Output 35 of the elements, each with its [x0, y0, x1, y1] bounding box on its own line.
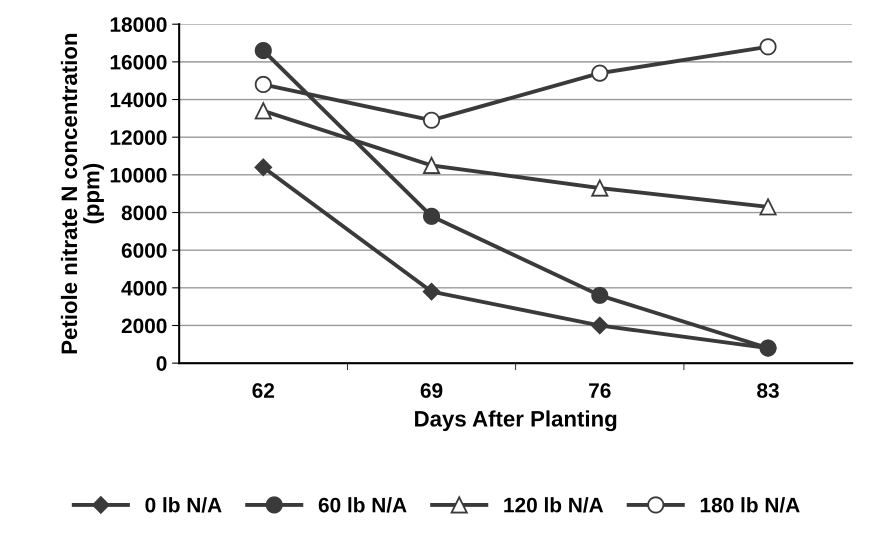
point: [591, 179, 608, 197]
legend-label: 180 lb N/A: [700, 497, 800, 513]
point: [422, 208, 440, 225]
point: [591, 316, 609, 334]
y-tick-label: 16000: [110, 54, 167, 70]
y-tick-label: 14000: [110, 92, 167, 108]
point: [759, 340, 777, 357]
point: [422, 156, 440, 174]
x-tick-label: 76: [589, 383, 611, 398]
x-tick-label: 69: [420, 383, 442, 398]
legend-label: 0 lb N/A: [145, 497, 222, 513]
legend-label: 60 lb N/A: [318, 497, 407, 513]
point: [254, 102, 272, 120]
point: [759, 38, 777, 56]
y-tick-label: 10000: [110, 168, 167, 183]
y-tick-label: 4000: [121, 280, 167, 296]
point: [254, 158, 272, 176]
x-tick-label: 83: [757, 383, 779, 398]
y-tick-label: 8000: [122, 206, 167, 220]
point: [422, 282, 440, 300]
point: [254, 42, 272, 60]
y-tick-label: 6000: [122, 243, 167, 258]
x-axis-title: Days After Planting: [415, 410, 616, 432]
y-tick-label: 18000: [110, 17, 167, 32]
x-tick-label: 62: [252, 383, 274, 398]
y-tick-label: 2000: [122, 318, 167, 334]
legend-label: 120 lb N/A: [504, 497, 604, 513]
y-axis-title: Petiole nitrate N concentration (ppm): [60, 34, 104, 354]
point: [591, 286, 608, 304]
point: [422, 112, 440, 129]
point: [759, 198, 777, 216]
y-tick-label: 12000: [110, 130, 167, 145]
point: [591, 64, 608, 82]
point: [254, 76, 272, 94]
y-tick-label: 0: [156, 356, 167, 371]
